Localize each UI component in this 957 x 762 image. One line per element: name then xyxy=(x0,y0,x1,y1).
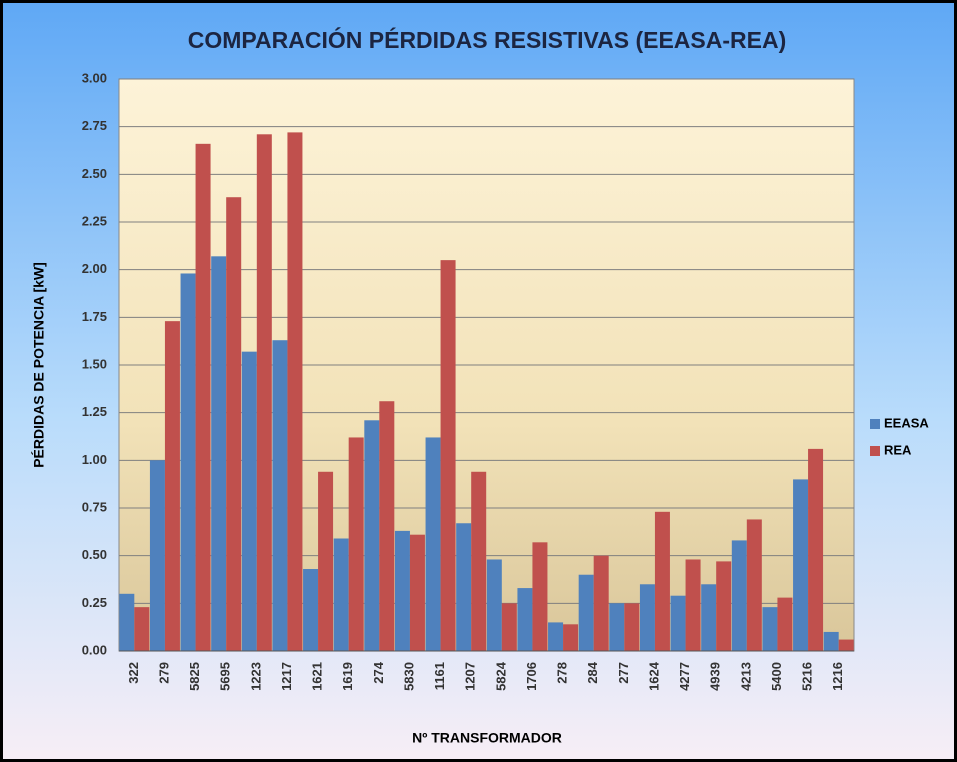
y-tick-label: 1.75 xyxy=(82,309,107,324)
bar xyxy=(716,561,732,651)
bar xyxy=(609,603,625,651)
bar xyxy=(624,603,640,651)
bar xyxy=(211,256,227,651)
bar xyxy=(318,471,334,651)
bar xyxy=(180,273,196,651)
x-tick-label: 277 xyxy=(616,662,631,684)
bar xyxy=(394,530,410,651)
bar xyxy=(654,511,670,651)
x-tick-label: 1621 xyxy=(310,662,325,691)
x-tick-label: 5830 xyxy=(401,662,416,691)
y-tick-label: 1.25 xyxy=(82,404,107,419)
bar xyxy=(425,437,441,651)
bar xyxy=(195,143,211,651)
bar xyxy=(440,260,456,651)
bar xyxy=(226,197,242,652)
x-tick-label: 4213 xyxy=(738,662,753,691)
x-tick-label: 1161 xyxy=(432,662,447,690)
x-tick-label: 322 xyxy=(126,662,141,684)
bar xyxy=(272,340,288,651)
bar xyxy=(364,420,380,651)
y-axis-title: PÉRDIDAS DE POTENCIA [kW] xyxy=(31,262,47,468)
bar xyxy=(593,555,609,651)
x-tick-label: 278 xyxy=(555,662,570,684)
bar xyxy=(501,603,517,651)
legend-swatch xyxy=(870,446,880,456)
chart-title: COMPARACIÓN PÉRDIDAS RESISTIVAS (EEASA-R… xyxy=(188,26,786,53)
bar xyxy=(701,584,717,651)
x-tick-label: 5695 xyxy=(218,662,233,691)
bar xyxy=(823,631,839,651)
bar xyxy=(379,401,395,651)
bar xyxy=(777,597,793,651)
x-tick-label: 1624 xyxy=(646,661,661,691)
bar xyxy=(333,538,349,651)
bar xyxy=(456,523,472,651)
x-tick-label: 1223 xyxy=(248,662,263,691)
y-tick-label: 0.75 xyxy=(82,499,107,514)
y-tick-label: 2.50 xyxy=(82,166,107,181)
bar xyxy=(287,132,303,652)
y-tick-label: 2.75 xyxy=(82,118,107,133)
x-axis-title: Nº TRANSFORMADOR xyxy=(412,730,562,746)
bar xyxy=(149,460,165,651)
x-tick-label: 5400 xyxy=(769,662,784,691)
bar xyxy=(164,321,180,651)
bar xyxy=(762,607,778,651)
bar xyxy=(517,588,533,651)
bar xyxy=(486,559,502,651)
bar xyxy=(838,639,854,651)
y-tick-label: 2.25 xyxy=(82,213,107,228)
bar xyxy=(746,519,762,651)
bar xyxy=(241,351,257,651)
bar xyxy=(134,607,150,651)
x-tick-label: 279 xyxy=(156,662,171,684)
x-tick-label: 1706 xyxy=(524,662,539,691)
x-tick-label: 4939 xyxy=(708,662,723,691)
x-tick-label: 1619 xyxy=(340,662,355,691)
y-tick-label: 0.25 xyxy=(82,595,107,610)
y-tick-label: 0.00 xyxy=(82,642,107,657)
x-tick-label: 284 xyxy=(585,661,600,683)
x-tick-label: 5824 xyxy=(493,661,508,691)
bar xyxy=(256,134,272,651)
x-tick-label: 5216 xyxy=(800,662,815,691)
bar xyxy=(563,624,579,651)
bar xyxy=(731,540,747,651)
bar xyxy=(119,593,135,651)
legend-label: REA xyxy=(884,442,912,457)
legend-label: EEASA xyxy=(884,415,929,430)
bar xyxy=(639,584,655,651)
x-tick-label: 1217 xyxy=(279,662,294,691)
bar xyxy=(471,471,487,651)
y-tick-label: 2.00 xyxy=(82,261,107,276)
bar xyxy=(808,448,824,651)
bar xyxy=(532,542,548,651)
x-tick-label: 5825 xyxy=(187,662,202,691)
y-tick-label: 1.50 xyxy=(82,356,107,371)
bar xyxy=(348,437,364,651)
bar xyxy=(578,574,594,651)
bar xyxy=(303,569,319,651)
bar xyxy=(685,559,701,651)
legend-swatch xyxy=(870,419,880,429)
y-tick-label: 1.00 xyxy=(82,452,107,467)
bar xyxy=(793,479,809,651)
x-tick-label: 1207 xyxy=(463,662,478,691)
x-tick-label: 1216 xyxy=(830,662,845,691)
bar xyxy=(409,534,425,651)
x-tick-label: 4277 xyxy=(677,662,692,691)
y-tick-label: 3.00 xyxy=(82,70,107,85)
bar xyxy=(548,622,564,651)
x-tick-label: 274 xyxy=(371,661,386,683)
y-tick-label: 0.50 xyxy=(82,547,107,562)
bar xyxy=(670,595,686,651)
